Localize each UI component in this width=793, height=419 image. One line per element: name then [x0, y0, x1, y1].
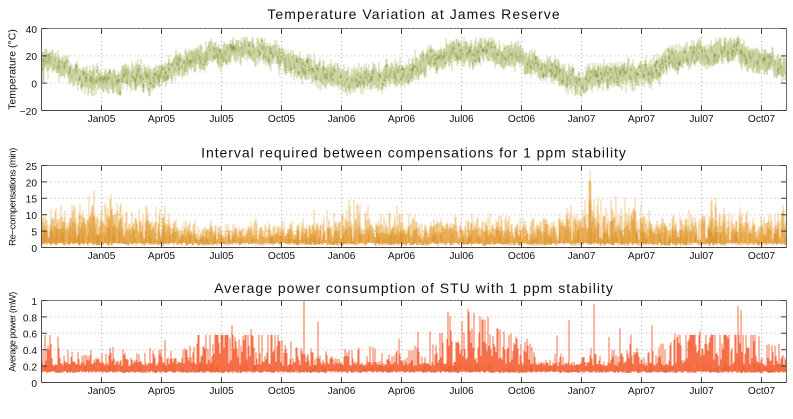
- svg-text:Jul05: Jul05: [209, 386, 234, 397]
- svg-text:Jul06: Jul06: [449, 251, 474, 262]
- svg-text:Jan06: Jan06: [328, 114, 356, 125]
- svg-text:−20: −20: [20, 107, 38, 118]
- svg-text:Jan07: Jan07: [568, 114, 596, 125]
- svg-text:15: 15: [26, 195, 38, 206]
- svg-text:0: 0: [31, 80, 37, 91]
- svg-text:Apr06: Apr06: [388, 114, 416, 125]
- svg-text:Apr06: Apr06: [388, 386, 416, 397]
- svg-text:Apr05: Apr05: [148, 251, 176, 262]
- svg-text:0.8: 0.8: [23, 313, 37, 324]
- svg-text:0: 0: [31, 379, 37, 390]
- svg-text:Apr07: Apr07: [628, 251, 656, 262]
- svg-text:0.6: 0.6: [23, 330, 37, 341]
- svg-text:Jan07: Jan07: [568, 386, 596, 397]
- svg-text:Apr07: Apr07: [628, 114, 656, 125]
- svg-text:Jan05: Jan05: [88, 114, 116, 125]
- svg-text:Jan05: Jan05: [88, 386, 116, 397]
- svg-text:40: 40: [26, 25, 38, 36]
- svg-text:Temperature (°C): Temperature (°C): [7, 29, 19, 110]
- svg-text:25: 25: [26, 162, 38, 173]
- svg-text:Apr06: Apr06: [388, 251, 416, 262]
- svg-text:0.4: 0.4: [23, 346, 37, 357]
- svg-text:Jul07: Jul07: [689, 114, 714, 125]
- svg-text:Jan06: Jan06: [328, 251, 356, 262]
- svg-text:Apr05: Apr05: [148, 386, 176, 397]
- svg-text:Jul07: Jul07: [689, 251, 714, 262]
- svg-text:1: 1: [31, 297, 37, 308]
- svg-text:Re−compensations (min): Re−compensations (min): [8, 148, 19, 246]
- svg-text:Oct07: Oct07: [748, 386, 776, 397]
- svg-text:10: 10: [26, 211, 38, 222]
- svg-text:0: 0: [31, 244, 37, 255]
- svg-text:Jul07: Jul07: [689, 386, 714, 397]
- svg-text:Average power (mW): Average power (mW): [8, 292, 18, 372]
- svg-text:Jan07: Jan07: [568, 251, 596, 262]
- svg-text:Average power consumption of S: Average power consumption of STU with 1 …: [214, 280, 614, 296]
- svg-text:20: 20: [26, 178, 38, 189]
- svg-text:Oct05: Oct05: [268, 251, 296, 262]
- svg-text:Temperature Variation at James: Temperature Variation at James Reserve: [267, 6, 560, 22]
- svg-text:Oct05: Oct05: [268, 114, 296, 125]
- svg-text:Jul05: Jul05: [209, 114, 234, 125]
- svg-text:Interval required between comp: Interval required between compensations …: [201, 145, 627, 161]
- svg-text:Oct06: Oct06: [508, 386, 536, 397]
- svg-text:Oct07: Oct07: [748, 251, 776, 262]
- svg-text:Oct06: Oct06: [508, 251, 536, 262]
- svg-text:Jan06: Jan06: [328, 386, 356, 397]
- svg-text:Oct07: Oct07: [748, 114, 776, 125]
- svg-text:5: 5: [31, 228, 37, 239]
- svg-text:Jan05: Jan05: [88, 251, 116, 262]
- svg-text:Apr05: Apr05: [148, 114, 176, 125]
- svg-text:Oct05: Oct05: [268, 386, 296, 397]
- svg-text:Jul06: Jul06: [449, 386, 474, 397]
- svg-text:Jul05: Jul05: [209, 251, 234, 262]
- svg-text:Oct06: Oct06: [508, 114, 536, 125]
- svg-text:0.2: 0.2: [23, 363, 37, 374]
- svg-text:Jul06: Jul06: [449, 114, 474, 125]
- svg-text:20: 20: [26, 52, 38, 63]
- svg-text:Apr07: Apr07: [628, 386, 656, 397]
